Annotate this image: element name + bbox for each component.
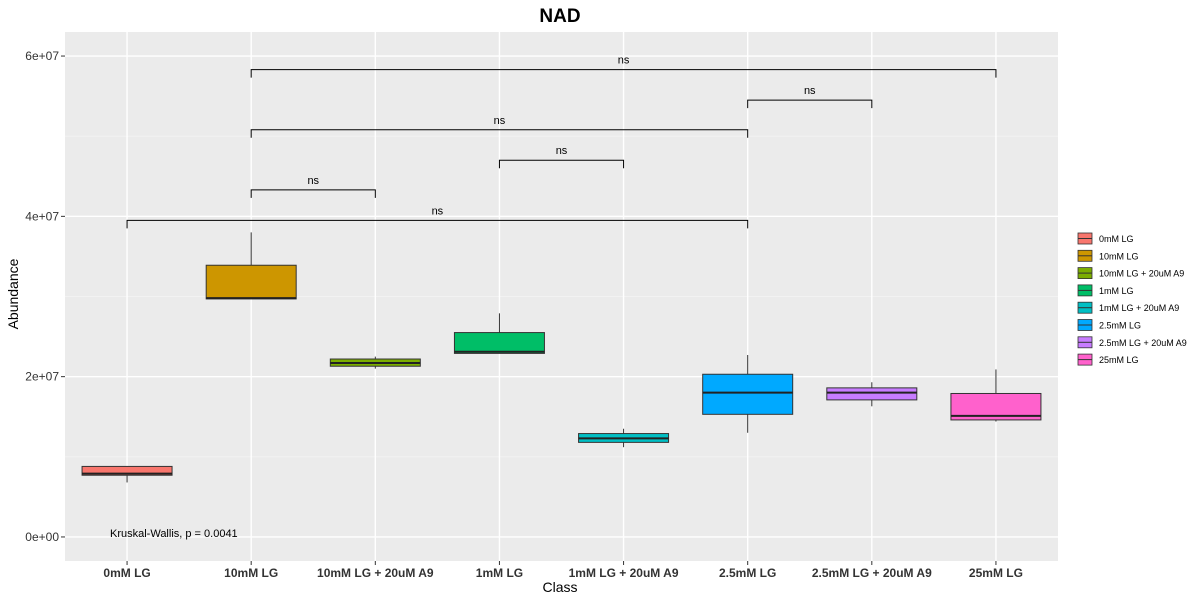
comparison-bracket [498, 159, 625, 169]
comparison-label: ns [804, 85, 816, 97]
y-tick-label: 0e+00 [25, 530, 59, 544]
x-tick-label: 25mM LG [969, 566, 1023, 580]
box-3 [453, 332, 545, 354]
box-1 [205, 264, 297, 300]
x-tick-label: 2.5mM LG [719, 566, 776, 580]
x-tick-label: 10mM LG [224, 566, 278, 580]
y-tick-label: 6e+07 [25, 49, 59, 63]
legend-label: 1mM LG + 20uM A9 [1099, 303, 1179, 313]
comparison-label: ns [618, 55, 630, 67]
legend-label: 2.5mM LG [1099, 321, 1141, 331]
legend: 0mM LG 10mM LG 10mM LG + 20uM A9 1mM LG 1mM … [1077, 232, 1187, 366]
x-tick-label: 1mM LG + 20uM A9 [569, 566, 679, 580]
x-axis-title: Class [542, 579, 577, 595]
box-0 [81, 465, 173, 476]
comparison-bracket [747, 99, 873, 109]
legend-label: 0mM LG [1099, 234, 1134, 244]
kruskal-wallis-annotation: Kruskal-Wallis, p = 0.0041 [110, 528, 238, 540]
chart-title: NAD [539, 6, 580, 27]
comparison-bracket [126, 219, 749, 229]
legend-label: 1mM LG [1099, 286, 1134, 296]
x-tick-label: 10mM LG + 20uM A9 [317, 566, 434, 580]
box-5 [702, 373, 794, 415]
comparison-label: ns [432, 205, 444, 217]
comparison-bracket [250, 129, 749, 138]
comparison-label: ns [494, 115, 506, 127]
x-tick-label: 0mM LG [103, 566, 150, 580]
comparison-bracket [250, 189, 376, 198]
x-tick-label: 1mM LG [476, 566, 523, 580]
comparison-label: ns [556, 145, 568, 157]
legend-label: 2.5mM LG + 20uM A9 [1099, 338, 1187, 348]
y-axis-title: Abundance [5, 258, 21, 329]
x-tick-label: 2.5mM LG + 20uM A9 [812, 566, 932, 580]
comparison-label: ns [307, 175, 319, 187]
y-tick-label: 4e+07 [25, 209, 59, 223]
comparison-bracket [250, 69, 997, 78]
box-6 [826, 387, 918, 401]
plot-panel: 0e+00 2e+07 4e+07 6e+07 0mM LG 10mM LG 10mM LG… [25, 32, 1058, 580]
legend-label: 25mM LG [1099, 355, 1139, 365]
legend-label: 10mM LG + 20uM A9 [1099, 269, 1184, 279]
y-tick-label: 2e+07 [25, 370, 59, 384]
legend-label: 10mM LG [1099, 251, 1139, 261]
